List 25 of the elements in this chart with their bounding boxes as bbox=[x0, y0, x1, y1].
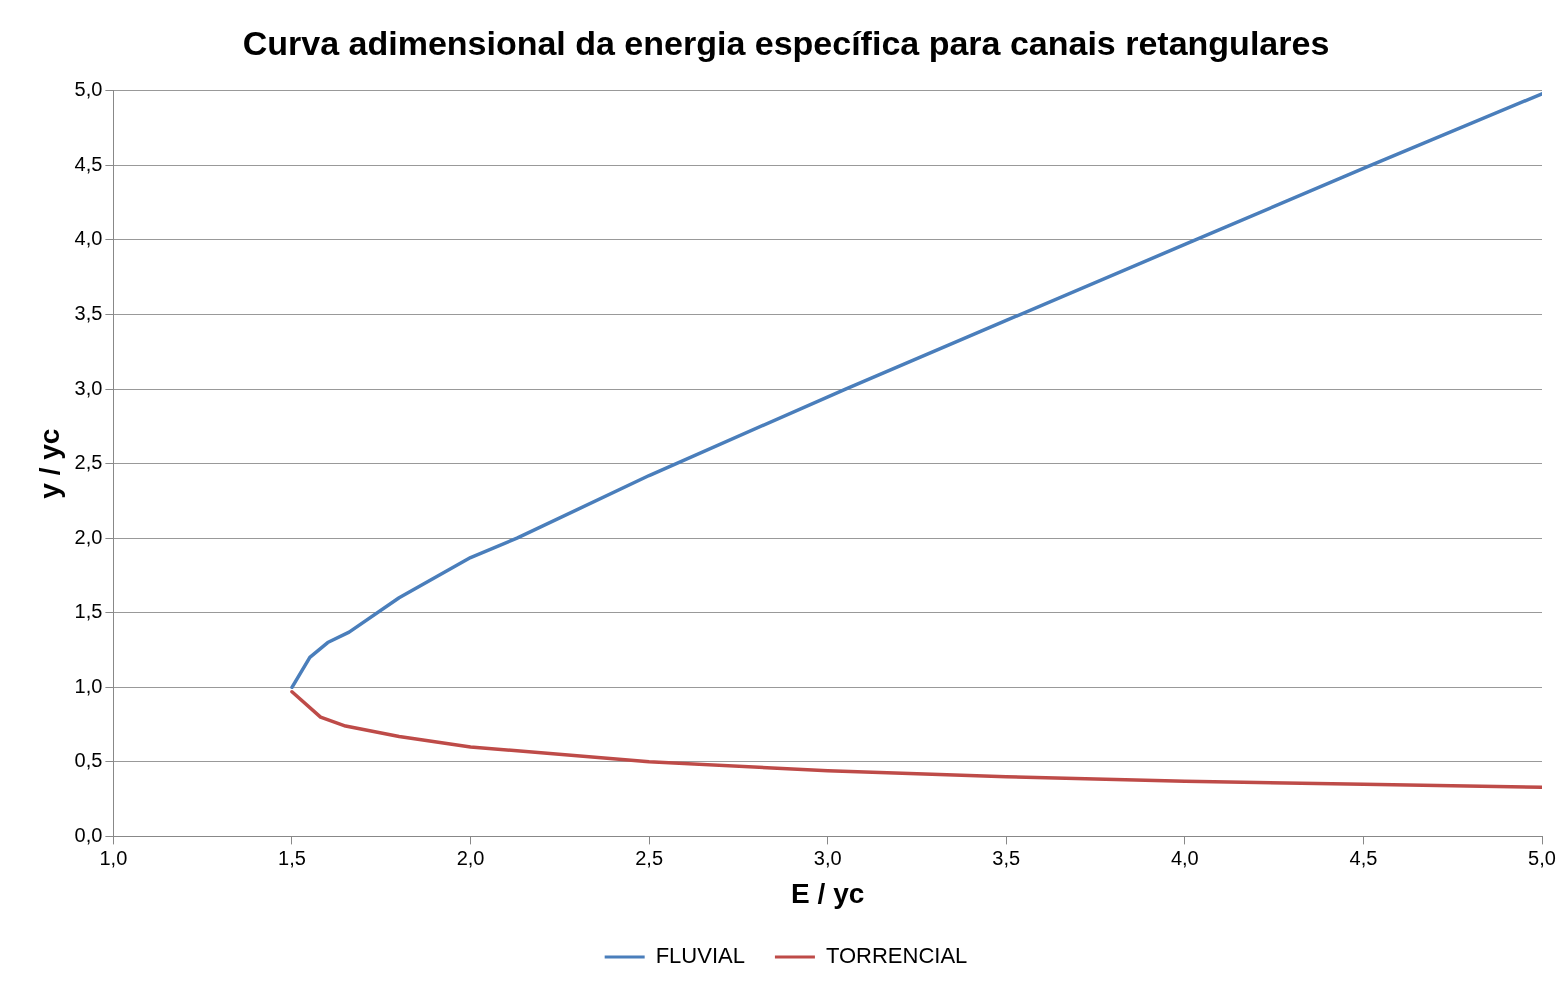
legend-label: TORRENCIAL bbox=[825, 943, 968, 969]
x-tick-label: 3,0 bbox=[813, 846, 842, 869]
x-tick-label: 2,5 bbox=[635, 846, 664, 869]
y-tick-label: 4,5 bbox=[74, 152, 103, 175]
x-tick-label: 1,5 bbox=[278, 846, 306, 869]
x-tick-label: 3,5 bbox=[992, 846, 1021, 869]
x-axis-title: E / yc bbox=[791, 877, 865, 909]
y-tick-label: 3,5 bbox=[74, 302, 103, 324]
x-tick-label: 4,5 bbox=[1349, 846, 1378, 869]
legend-label: FLUVIAL bbox=[655, 943, 745, 969]
x-tick-label: 1,0 bbox=[99, 846, 128, 869]
y-tick-label: 4,0 bbox=[74, 227, 103, 250]
y-axis-title: y / yc bbox=[33, 428, 65, 499]
chart-title: Curva adimensional da energia específica para canais retangulares bbox=[242, 23, 1330, 62]
y-tick-label: 2,5 bbox=[74, 451, 103, 474]
y-tick-label: 3,0 bbox=[74, 376, 103, 399]
y-tick-label: 0,0 bbox=[74, 823, 103, 846]
y-tick-label: 0,5 bbox=[74, 749, 103, 772]
y-tick-label: 5,0 bbox=[74, 78, 103, 101]
y-tick-label: 2,0 bbox=[74, 525, 103, 548]
y-tick-label: 1,5 bbox=[74, 600, 103, 623]
x-tick-label: 5,0 bbox=[1528, 846, 1556, 869]
y-tick-label: 1,0 bbox=[74, 674, 103, 697]
x-tick-label: 4,0 bbox=[1170, 846, 1199, 869]
x-tick-label: 2,0 bbox=[456, 846, 485, 869]
